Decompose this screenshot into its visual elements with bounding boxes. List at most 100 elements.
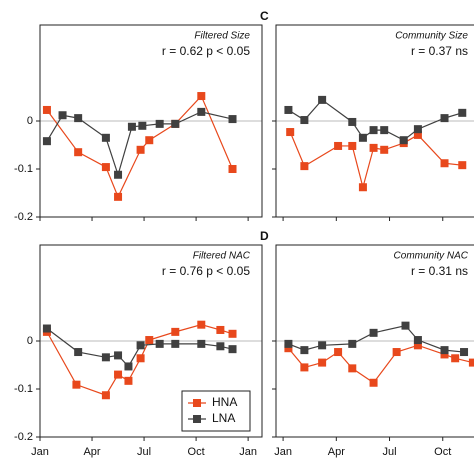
marker [348,117,357,126]
annotation: r = 0.76 p < 0.05 [162,264,250,278]
annotation: r = 0.37 ns [411,44,468,58]
marker [284,339,293,348]
marker [124,362,133,371]
marker [101,163,110,172]
marker [101,353,110,362]
marker [228,165,237,173]
marker [458,161,467,170]
marker [369,378,378,387]
panel-title: Filtered Size [194,31,250,42]
panel-title: Community Size [395,31,468,42]
panel-label: D [260,229,269,243]
marker [369,328,378,337]
marker [300,346,309,355]
marker [318,358,327,367]
marker [440,346,449,355]
marker [318,341,327,350]
panel: 0 -0.1 -0.2 Filtered Size r = 0.62 p < 0.05 [14,24,263,223]
panel-label: C [260,9,269,23]
marker [300,162,309,171]
x-tick-label: Oct [434,446,451,458]
marker [380,145,389,154]
marker [171,339,180,348]
marker [228,115,237,124]
marker [216,342,225,351]
marker [138,121,147,130]
panel: Jan Apr Jul Oct Community NAC r = 0.31 ns D [260,229,474,458]
marker [42,137,51,146]
plot-frame [39,244,263,438]
legend-label: HNA [212,395,237,409]
x-tick-label: Jul [382,446,396,458]
marker [413,336,422,345]
x-tick-label: Apr [328,446,345,458]
marker [369,126,378,135]
marker [440,159,449,168]
marker [114,192,123,201]
marker [348,339,357,348]
marker [155,119,164,128]
marker [42,105,51,114]
marker [392,348,401,357]
marker [114,170,123,179]
marker [458,108,467,117]
marker [401,321,410,330]
marker [369,143,378,152]
annotation: r = 0.31 ns [411,264,468,278]
plot-frame [39,24,263,218]
marker [358,133,367,142]
y-tick-label: -0.2 [14,211,33,223]
y-tick-label: -0.1 [14,383,33,395]
x-tick-label: Apr [83,446,100,458]
marker [127,122,136,131]
marker [413,341,422,350]
marker [145,136,154,145]
marker [197,339,206,348]
x-tick-label: Jan [239,446,257,458]
marker [114,351,123,360]
y-tick-label: -0.2 [14,431,33,443]
marker [334,141,343,150]
panel: 0 -0.1 -0.2 Jan Apr Jul Oct Jan Filtered NAC r = … [14,244,263,458]
marker [451,354,460,363]
series-line [288,99,463,141]
legend-label: LNA [212,411,235,425]
y-tick-label: 0 [27,335,33,347]
legend-marker [193,415,201,423]
legend-marker [193,399,201,407]
marker [197,320,206,329]
marker [136,354,145,363]
y-tick-label: -0.1 [14,163,33,175]
marker [197,107,206,116]
marker [284,344,293,353]
marker [348,364,357,373]
marker [284,105,293,114]
marker [440,350,449,359]
x-tick-label: Jan [274,446,292,458]
marker [228,345,237,354]
series-line [289,131,463,190]
marker [155,339,164,348]
plot-frame [275,244,474,438]
marker [300,363,309,372]
marker [72,380,81,389]
marker [380,126,389,135]
marker [171,119,180,128]
marker [145,336,154,345]
panel-title: Filtered NAC [193,251,251,262]
marker [413,125,422,134]
marker [468,358,474,367]
legend-box [181,390,251,432]
marker [171,327,180,336]
panel-title: Community NAC [394,251,469,262]
x-tick-label: Jan [31,446,49,458]
marker [136,341,145,350]
marker [348,141,357,150]
marker [124,376,133,385]
marker [334,348,343,357]
marker [300,116,309,125]
marker [197,92,206,101]
marker [58,111,67,120]
marker [74,348,83,357]
